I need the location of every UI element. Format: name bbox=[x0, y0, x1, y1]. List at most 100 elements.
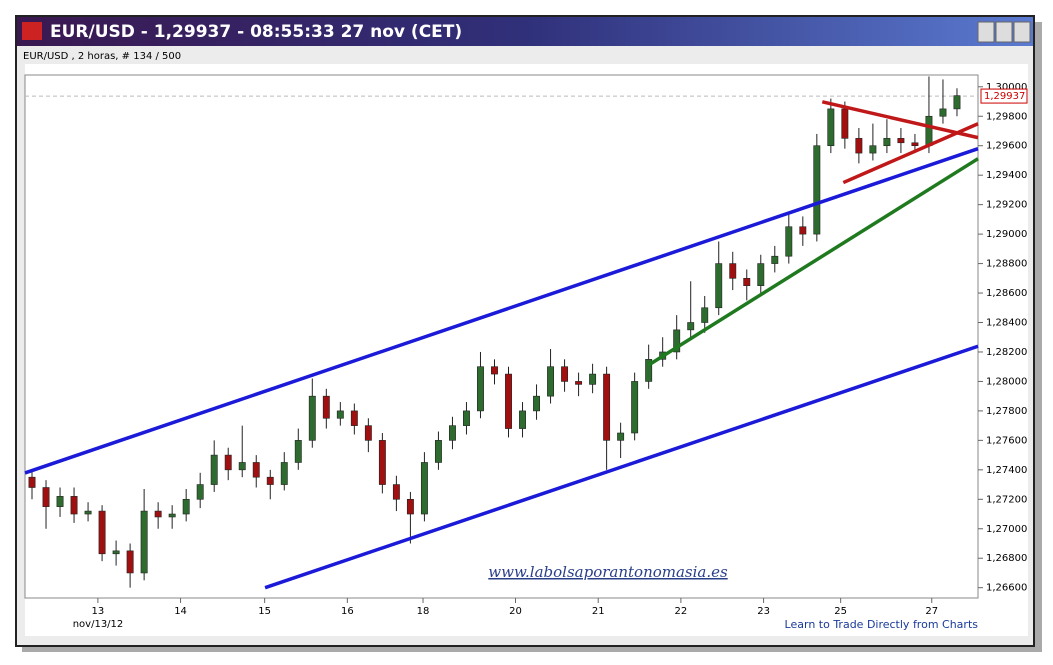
trend-line bbox=[842, 122, 979, 185]
x-tick-label: 18 bbox=[417, 606, 430, 617]
y-tick-label: 1,26600 bbox=[986, 583, 1027, 594]
candle-body bbox=[294, 440, 302, 463]
x-tick-label: 20 bbox=[509, 606, 522, 617]
candle-body bbox=[841, 108, 849, 139]
candle-body bbox=[280, 462, 288, 485]
y-tick-label: 1,26800 bbox=[986, 553, 1027, 564]
candle-body bbox=[182, 498, 190, 515]
trend-line bbox=[647, 157, 979, 367]
minimize-button[interactable] bbox=[977, 21, 995, 43]
y-tick-label: 1,27400 bbox=[986, 465, 1027, 476]
candle-body bbox=[252, 462, 260, 478]
date-label: nov/13/12 bbox=[73, 619, 124, 630]
candle-body bbox=[477, 366, 484, 412]
candle-body bbox=[392, 484, 400, 500]
x-tick-label: 15 bbox=[258, 606, 271, 617]
candle-body bbox=[308, 395, 316, 441]
candle-body bbox=[897, 138, 905, 144]
x-tick-label: 14 bbox=[174, 606, 187, 617]
candle-body bbox=[336, 410, 344, 419]
candle-body bbox=[70, 496, 78, 515]
trend-line bbox=[24, 147, 979, 475]
candle-body bbox=[519, 410, 526, 429]
candle-body bbox=[925, 115, 933, 147]
candle-body bbox=[42, 487, 50, 507]
candle-body bbox=[463, 410, 470, 426]
y-tick-label: 1,29000 bbox=[986, 229, 1027, 240]
x-tick-label: 13 bbox=[92, 606, 105, 617]
candle-body bbox=[743, 278, 751, 286]
candle-body bbox=[883, 138, 891, 147]
candle-body bbox=[799, 226, 807, 235]
candle-body bbox=[448, 425, 456, 441]
plot-area bbox=[24, 74, 979, 599]
candle-body bbox=[813, 145, 821, 235]
candle-body bbox=[533, 395, 540, 412]
candle-body bbox=[28, 476, 36, 488]
x-tick-label: 27 bbox=[925, 606, 938, 617]
candle-body bbox=[645, 359, 653, 382]
candle-body bbox=[154, 510, 162, 518]
candle-body bbox=[140, 510, 148, 574]
candle-body bbox=[266, 476, 274, 485]
candle-body bbox=[911, 142, 919, 147]
candle-body bbox=[827, 108, 835, 147]
window-title: EUR/USD - 1,29937 - 08:55:33 27 nov (CET… bbox=[50, 22, 462, 42]
candle-body bbox=[84, 510, 92, 515]
current-price-box bbox=[980, 88, 1028, 104]
candle-body bbox=[420, 462, 428, 515]
candle-body bbox=[196, 484, 204, 500]
candle-body bbox=[771, 255, 779, 264]
y-tick-label: 1,30000 bbox=[986, 82, 1027, 93]
y-tick-label: 1,29200 bbox=[986, 200, 1027, 211]
candle-body bbox=[168, 513, 176, 518]
current-price-label: 1,29937 bbox=[984, 91, 1025, 102]
maximize-button[interactable] bbox=[995, 21, 1013, 43]
candle-body bbox=[589, 373, 597, 385]
y-tick-label: 1,27000 bbox=[986, 524, 1027, 535]
candle-body bbox=[785, 226, 793, 257]
title-bar bbox=[17, 17, 1033, 46]
candle-body bbox=[112, 550, 120, 555]
app-icon bbox=[22, 22, 42, 40]
watermark[interactable]: www.labolsaporantonomasia.es bbox=[488, 563, 728, 581]
candle-body bbox=[238, 462, 246, 471]
candle-body bbox=[98, 510, 106, 555]
chart-subtitle: EUR/USD , 2 horas, # 134 / 500 bbox=[23, 51, 181, 62]
candle-body bbox=[575, 381, 583, 385]
candle-body bbox=[56, 496, 64, 507]
y-tick-label: 1,29400 bbox=[986, 170, 1027, 181]
candle-body bbox=[350, 410, 358, 426]
candle-body bbox=[855, 138, 863, 154]
candle-body bbox=[378, 440, 386, 485]
x-tick-label: 22 bbox=[675, 606, 688, 617]
y-tick-label: 1,28400 bbox=[986, 318, 1027, 329]
candle-body bbox=[631, 381, 639, 434]
y-tick-label: 1,28800 bbox=[986, 259, 1027, 270]
close-button[interactable] bbox=[1013, 21, 1031, 43]
y-tick-label: 1,27600 bbox=[986, 435, 1027, 446]
y-tick-label: 1,27800 bbox=[986, 406, 1027, 417]
candle-body bbox=[869, 145, 877, 154]
candle-body bbox=[364, 425, 372, 441]
x-tick-label: 25 bbox=[834, 606, 847, 617]
footer-link[interactable]: Learn to Trade Directly from Charts bbox=[785, 618, 979, 631]
y-tick-label: 1,28000 bbox=[986, 376, 1027, 387]
candle-body bbox=[491, 366, 498, 375]
candle-body bbox=[617, 432, 625, 441]
candle-body bbox=[701, 307, 709, 323]
candle-body bbox=[673, 329, 681, 353]
candle-body bbox=[224, 454, 232, 471]
candle-body bbox=[715, 263, 723, 309]
candle-body bbox=[687, 322, 695, 331]
trend-line bbox=[821, 100, 979, 140]
candle-body bbox=[126, 550, 134, 574]
y-tick-label: 1,29800 bbox=[986, 111, 1027, 122]
candle-body bbox=[729, 263, 737, 279]
candle-body bbox=[547, 366, 555, 397]
candle-body bbox=[210, 454, 218, 485]
candle-body bbox=[939, 108, 947, 117]
x-tick-label: 21 bbox=[592, 606, 605, 617]
candle-body bbox=[603, 373, 611, 441]
